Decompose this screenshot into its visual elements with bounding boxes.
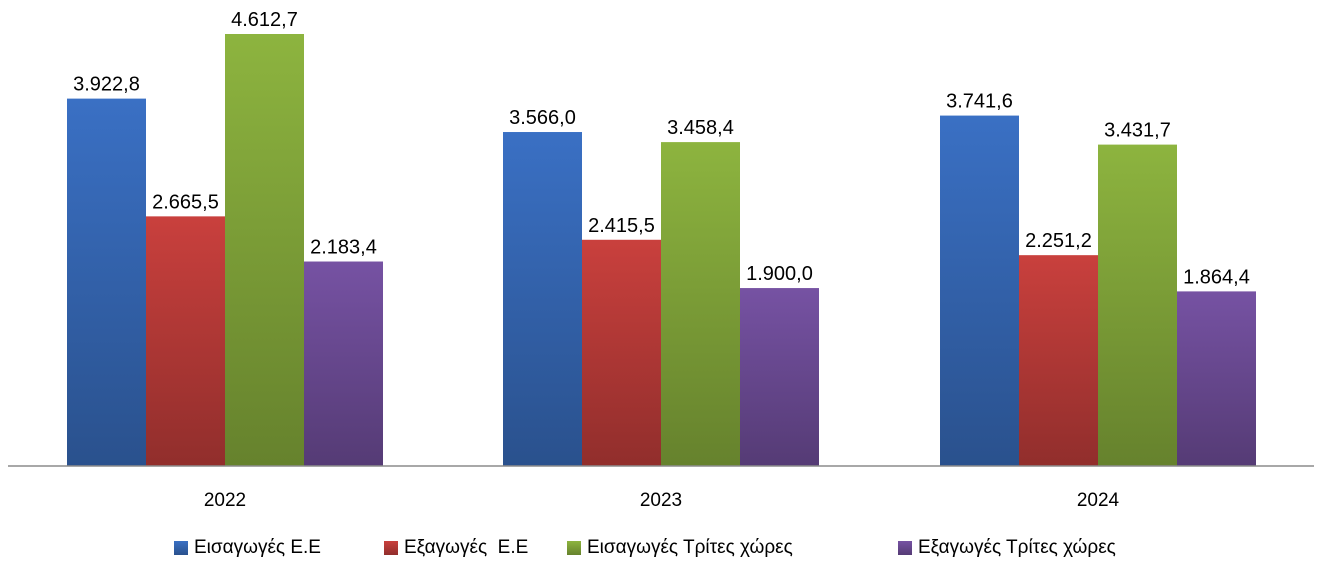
value-label-2022-series-4: 2.183,4 (310, 237, 377, 259)
bar-2024-series-4 (1177, 291, 1256, 466)
bar-2023-series-1 (503, 132, 582, 466)
value-labels-layer: 3.922,8 2.665,5 4.612,7 2.183,4 3.566,0 2.415… (73, 9, 1250, 288)
legend-label-series-3: Εισαγωγές Τρίτες χώρες (587, 537, 793, 558)
legend-swatch-series-4 (898, 541, 912, 555)
value-label-2024-series-3: 3.431,7 (1104, 120, 1171, 142)
bar-2023-series-3 (661, 142, 740, 467)
value-label-2022-series-2: 2.665,5 (152, 191, 219, 213)
legend-label-series-4: Εξαγωγές Τρίτες χώρες (918, 537, 1116, 558)
bar-2022-series-3 (225, 34, 304, 466)
legend-label-series-1: Εισαγωγές Ε.Ε (194, 537, 321, 558)
bar-2024-series-1 (940, 115, 1019, 467)
bar-2024-series-3 (1098, 144, 1177, 466)
value-label-2023-series-4: 1.900,0 (746, 263, 813, 285)
value-label-2024-series-2: 2.251,2 (1025, 230, 1092, 252)
bar-2023-series-4 (740, 288, 819, 466)
bar-2022-series-1 (67, 98, 146, 467)
value-label-2023-series-3: 3.458,4 (667, 117, 734, 139)
legend-label-series-2: Εξαγωγές Ε.Ε (404, 537, 528, 558)
x-tick-label-2022: 2022 (204, 490, 246, 511)
value-label-2022-series-1: 3.922,8 (73, 74, 140, 96)
value-label-2023-series-2: 2.415,5 (588, 215, 655, 237)
legend: Εισαγωγές Ε.Ε Εξαγωγές Ε.Ε Εισαγωγές Τρίτε… (174, 537, 1116, 558)
value-label-2023-series-1: 3.566,0 (509, 107, 576, 129)
x-tick-label-2023: 2023 (640, 490, 682, 511)
legend-swatch-series-3 (567, 541, 581, 555)
value-label-2022-series-3: 4.612,7 (231, 9, 298, 31)
legend-swatch-series-1 (174, 541, 188, 555)
value-label-2024-series-4: 1.864,4 (1183, 266, 1250, 288)
x-axis-tick-labels: 2022 2023 2024 (204, 490, 1120, 511)
x-tick-label-2024: 2024 (1077, 490, 1120, 511)
value-label-2024-series-1: 3.741,6 (946, 91, 1013, 113)
bars-layer (67, 34, 1256, 467)
bar-2024-series-2 (1019, 255, 1098, 466)
bar-2023-series-2 (582, 239, 661, 466)
bar-2022-series-4 (304, 261, 383, 466)
bar-2022-series-2 (146, 216, 225, 466)
legend-swatch-series-2 (384, 541, 398, 555)
